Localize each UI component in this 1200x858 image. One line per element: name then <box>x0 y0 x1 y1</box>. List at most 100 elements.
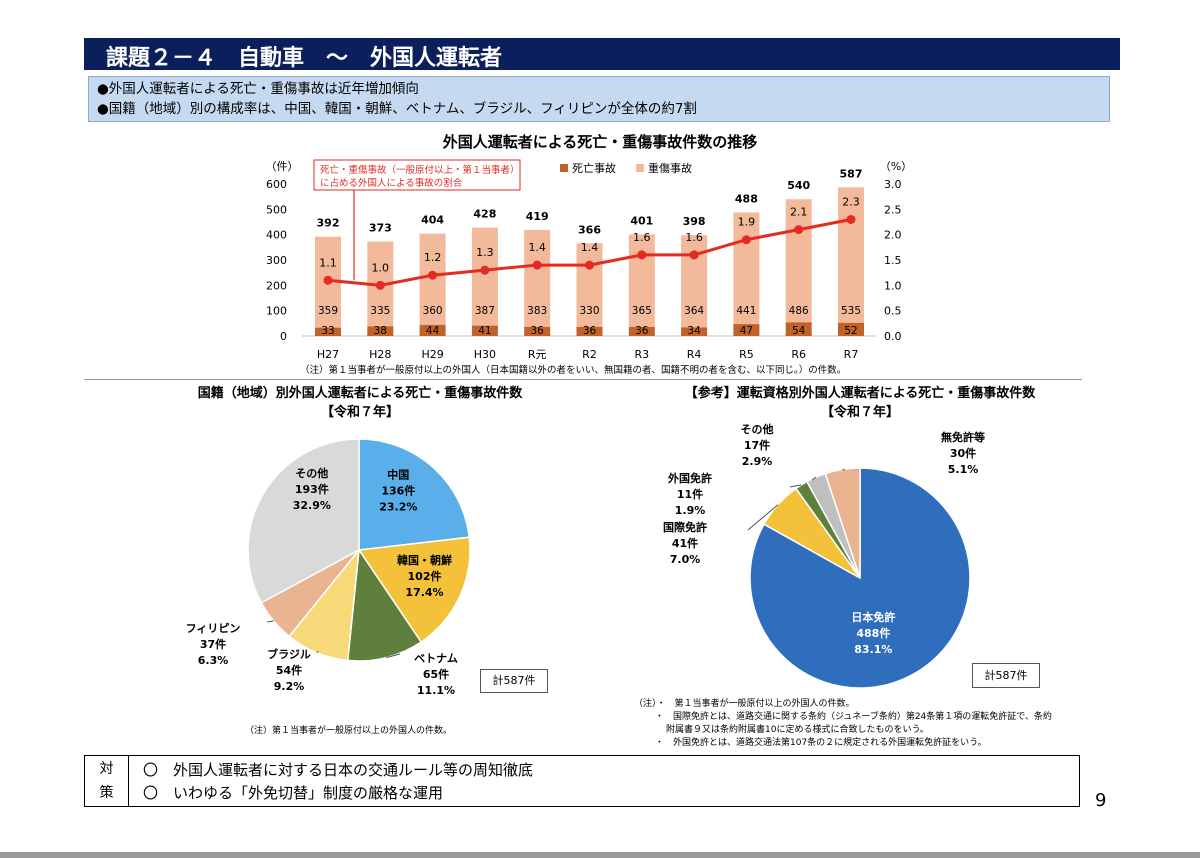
pie-label-pct: 9.2% <box>274 680 305 693</box>
serious-bar <box>785 199 812 323</box>
leader-line <box>385 653 401 659</box>
pie-label-count: 65件 <box>423 667 449 681</box>
pie-label-pct: 5.1% <box>948 463 979 476</box>
pie-label-pct: 2.9% <box>742 455 773 468</box>
pie-label-pct: 1.9% <box>675 504 706 517</box>
serious-bar <box>471 227 498 326</box>
serious-bar <box>838 187 864 323</box>
title-bar: 課題２－４ 自動車 ～ 外国人運転者 <box>84 38 1120 71</box>
serious-value-label: 330 <box>579 305 599 317</box>
pie-slice <box>260 549 360 638</box>
ratio-point <box>428 270 438 280</box>
page-title: 課題２－４ 自動車 ～ 外国人運転者 <box>106 46 503 71</box>
pie-label-count: 30件 <box>950 446 976 460</box>
serious-value-label: 360 <box>423 305 443 317</box>
pie-label-name: その他 <box>295 466 328 480</box>
fatal-bar <box>733 324 760 336</box>
ratio-value-label: 1.0 <box>372 261 390 274</box>
serious-value-label: 486 <box>789 305 809 317</box>
serious-value-label: 335 <box>370 305 390 317</box>
ratio-point <box>741 235 751 245</box>
ratio-point <box>323 275 333 285</box>
ratio-value-label: 1.6 <box>685 231 703 244</box>
pie-label-count: 488件 <box>856 626 890 640</box>
pie-label-count: 41件 <box>672 536 698 550</box>
total-label: 587 <box>840 167 863 180</box>
y2-axis-unit: （%） <box>880 160 912 173</box>
fatal-value-label: 52 <box>844 325 857 337</box>
total-label: 488 <box>735 192 758 205</box>
license-pie-title-block: 【参考】運転資格別外国人運転者による死亡・重傷事故件数 【令和７年】 <box>610 384 1110 422</box>
ratio-point <box>794 225 804 235</box>
footer-bar <box>0 852 1200 858</box>
pie-label-name: ベトナム <box>414 652 458 665</box>
pie-label-name: 国際免許 <box>663 520 707 534</box>
pie-label-name: 韓国・朝鮮 <box>397 553 452 567</box>
ratio-value-label: 1.4 <box>581 241 599 254</box>
x-tick-label: R3 <box>634 348 649 361</box>
measure-item-1: 〇 外国人運転者に対する日本の交通ルール等の周知徹底 <box>143 761 534 779</box>
pie-label-name: 無免許等 <box>941 430 985 444</box>
fatal-bar <box>419 324 446 336</box>
pie-label-name: 日本免許 <box>851 610 895 624</box>
nationality-pie-title: 国籍（地域）別外国人運転者による死亡・重傷事故件数 <box>197 386 523 401</box>
total-label: 401 <box>630 214 653 227</box>
nationality-pie-total: 計587件 <box>480 669 548 693</box>
serious-value-label: 365 <box>632 305 652 317</box>
pie-label-name: その他 <box>741 422 774 436</box>
y-tick-label: 100 <box>266 305 287 318</box>
fatal-value-label: 47 <box>740 325 753 337</box>
pie-slice <box>357 536 471 644</box>
pie-slice <box>346 547 423 662</box>
y-tick-label: 600 <box>266 178 287 191</box>
pie-slice <box>358 438 471 551</box>
serious-value-label: 383 <box>527 305 547 317</box>
fatal-value-label: 36 <box>583 325 597 337</box>
y2-tick-label: 2.0 <box>884 229 902 242</box>
license-pie-total: 計587件 <box>972 663 1040 688</box>
fatal-bar <box>367 326 394 336</box>
serious-value-label: 364 <box>684 305 704 317</box>
fatal-bar <box>315 327 341 336</box>
total-label: 366 <box>578 223 601 236</box>
x-tick-label: R5 <box>739 348 754 361</box>
fatal-bar <box>838 322 864 336</box>
license-note-2: ・ 国際免許とは、道路交通に関する条約（ジュネーブ条約）第24条第１項の運転免許… <box>655 712 1052 722</box>
pie-label-pct: 83.1% <box>854 643 892 656</box>
total-label: 419 <box>526 210 549 223</box>
fatal-value-label: 34 <box>687 325 701 337</box>
x-tick-label: R元 <box>528 348 547 361</box>
legend-label-fatal: 死亡事故 <box>572 161 616 175</box>
pie-label-pct: 6.3% <box>198 654 229 667</box>
nationality-pie-subtitle: 【令和７年】 <box>320 405 399 420</box>
measures-box: 対 策 〇 外国人運転者に対する日本の交通ルール等の周知徹底 〇 いわゆる「外免… <box>84 755 1080 807</box>
ratio-value-label: 1.9 <box>738 216 756 229</box>
ratio-value-label: 1.1 <box>319 256 337 269</box>
ratio-point <box>480 265 490 275</box>
pie-slice <box>805 472 861 579</box>
y2-tick-label: 0.5 <box>884 305 902 318</box>
pie-label-name: 中国 <box>387 467 409 481</box>
fatal-bar <box>524 326 551 336</box>
ratio-point <box>375 280 385 290</box>
measures-items: 〇 外国人運転者に対する日本の交通ルール等の周知徹底 〇 いわゆる「外免切替」制… <box>143 759 533 805</box>
page-number: 9 <box>1095 790 1107 811</box>
annotation-box <box>313 159 521 191</box>
x-tick-label: H27 <box>317 348 339 361</box>
pie-label-pct: 7.0% <box>670 553 701 566</box>
x-tick-label: R7 <box>844 348 859 361</box>
license-pie-notes: （注）・ 第１当事者が一般原付以上の外国人の件数。 ・ 国際免許とは、道路交通に… <box>634 698 1052 750</box>
license-note-1: （注）・ 第１当事者が一般原付以上の外国人の件数。 <box>634 699 855 709</box>
serious-bar <box>733 212 760 325</box>
x-tick-label: R4 <box>687 348 702 361</box>
summary-box: ●外国人運転者による死亡・重傷事故は近年増加傾向 ●国籍（地域）別の構成率は、中… <box>88 76 1110 122</box>
fatal-bar <box>681 327 708 336</box>
annotation-line-2: に占める外国人による事故の割合 <box>320 177 463 189</box>
pie-label-name: フィリピン <box>186 622 241 635</box>
ratio-point <box>846 214 856 224</box>
serious-bar <box>524 229 551 327</box>
pie-label-pct: 11.1% <box>417 684 455 697</box>
total-label: 404 <box>421 214 444 227</box>
pie-label-pct: 17.4% <box>405 586 443 599</box>
y-tick-label: 300 <box>266 254 287 267</box>
